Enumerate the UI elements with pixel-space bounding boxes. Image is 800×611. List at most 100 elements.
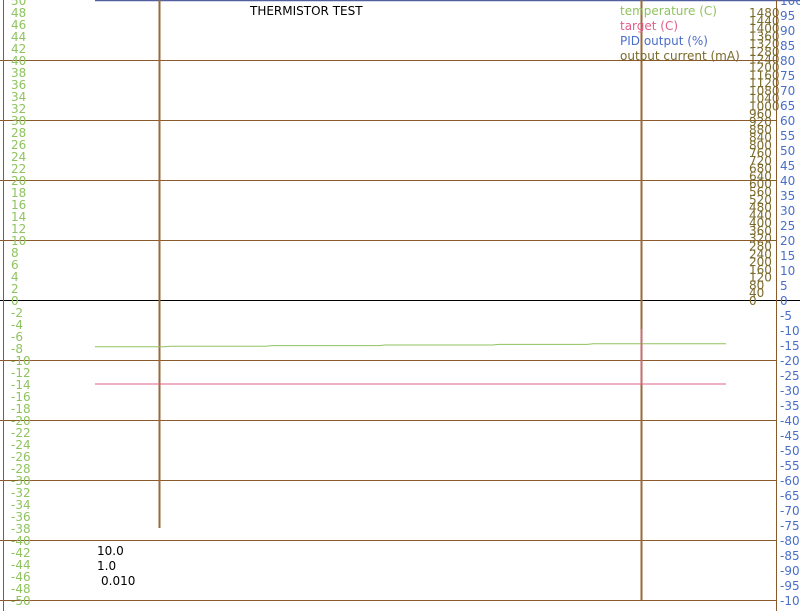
temperature-tick-label: 10 xyxy=(11,234,26,248)
temperature-tick-label: 36 xyxy=(11,78,26,92)
temperature-tick-label: -4 xyxy=(11,318,23,332)
temperature-tick-label: 18 xyxy=(11,186,26,200)
current-tick-label: 1440 xyxy=(749,14,780,28)
current-tick-label: 920 xyxy=(749,115,772,129)
pid-tick-label: 30 xyxy=(780,204,795,218)
pid-tick-label: -90 xyxy=(780,564,800,578)
temperature-tick-label: -2 xyxy=(11,306,23,320)
current-tick-label: 1320 xyxy=(749,37,780,51)
legend-entry: PID output (%) xyxy=(620,34,708,48)
pid-tick-label: 70 xyxy=(780,84,795,98)
temperature-tick-label: 40 xyxy=(11,54,26,68)
pid-tick-label: -55 xyxy=(780,459,800,473)
temperature-tick-label: -36 xyxy=(11,510,31,524)
temperature-tick-label: 2 xyxy=(11,282,19,296)
vertical-marker-layer xyxy=(158,0,643,600)
temperature-tick-label: -34 xyxy=(11,498,31,512)
series-line-temperature xyxy=(95,343,726,348)
pid-tick-label: 40 xyxy=(780,174,795,188)
temperature-tick-label: -22 xyxy=(11,426,31,440)
current-tick-label: 800 xyxy=(749,138,772,152)
current-tick-label: 1120 xyxy=(749,76,780,90)
pid-tick-label: -95 xyxy=(780,579,800,593)
pid-tick-label: -100 xyxy=(780,594,800,608)
pid-tick-label: 45 xyxy=(780,159,795,173)
temperature-tick-label: -42 xyxy=(11,546,31,560)
temperature-tick-label: -18 xyxy=(11,402,31,416)
temperature-tick-label: 0 xyxy=(11,294,19,308)
pid-tick-label: 50 xyxy=(780,144,795,158)
current-tick-label: 240 xyxy=(749,247,772,261)
pid-tick-label: 35 xyxy=(780,189,795,203)
pid-tick-label: 55 xyxy=(780,129,795,143)
current-tick-label: 1160 xyxy=(749,68,780,82)
temperature-tick-label: -30 xyxy=(11,474,31,488)
pid-axis: 1009590858075706560555045403530252015105… xyxy=(780,0,800,608)
current-tick-label: 1360 xyxy=(749,29,780,43)
pid-tick-label: 95 xyxy=(780,9,795,23)
current-tick-label: 1280 xyxy=(749,45,780,59)
pid-tick-label: -35 xyxy=(780,399,800,413)
legend-entry: temperature (C) xyxy=(620,4,717,18)
pid-tick-label: 25 xyxy=(780,219,795,233)
current-tick-label: 1040 xyxy=(749,92,780,106)
overlay-value-i: 1.0 xyxy=(97,559,117,573)
pid-tick-label: 85 xyxy=(780,39,795,53)
pid-tick-label: 10 xyxy=(780,264,795,278)
temperature-tick-label: 34 xyxy=(11,90,26,104)
current-tick-label: 880 xyxy=(749,123,772,137)
current-tick-label: 1080 xyxy=(749,84,780,98)
current-tick-label: 1200 xyxy=(749,60,780,74)
pid-tick-label: -25 xyxy=(780,369,800,383)
temperature-tick-label: -6 xyxy=(11,330,23,344)
current-tick-label: 560 xyxy=(749,185,772,199)
pid-tick-label: 60 xyxy=(780,114,795,128)
current-tick-label: 840 xyxy=(749,131,772,145)
pid-tick-label: -20 xyxy=(780,354,800,368)
temperature-tick-label: -26 xyxy=(11,450,31,464)
temperature-tick-label: -10 xyxy=(11,354,31,368)
current-tick-label: 1000 xyxy=(749,99,780,113)
pid-tick-label: 20 xyxy=(780,234,795,248)
pid-tick-label: 15 xyxy=(780,249,795,263)
pid-tick-label: -5 xyxy=(780,309,792,323)
current-tick-label: 640 xyxy=(749,169,772,183)
pid-tick-label: -30 xyxy=(780,384,800,398)
temperature-tick-label: 28 xyxy=(11,126,26,140)
temperature-tick-label: -24 xyxy=(11,438,31,452)
pid-tick-label: -15 xyxy=(780,339,800,353)
temperature-tick-label: 30 xyxy=(11,114,26,128)
temperature-tick-label: 24 xyxy=(11,150,26,164)
series-layer xyxy=(95,329,726,385)
current-tick-label: 600 xyxy=(749,177,772,191)
legend-entry: output current (mA) xyxy=(620,49,740,63)
overlay-value-p: 10.0 xyxy=(97,544,124,558)
current-tick-label: 1480 xyxy=(749,6,780,20)
temperature-tick-label: -48 xyxy=(11,582,31,596)
pid-tick-label: -70 xyxy=(780,504,800,518)
chart-title: THERMISTOR TEST xyxy=(250,4,363,18)
current-tick-label: 40 xyxy=(749,286,764,300)
temperature-tick-label: 12 xyxy=(11,222,26,236)
pid-tick-label: -40 xyxy=(780,414,800,428)
temperature-tick-label: 32 xyxy=(11,102,26,116)
overlay-value-d: 0.010 xyxy=(101,574,136,588)
pid-tick-label: 65 xyxy=(780,99,795,113)
pid-tick-label: -50 xyxy=(780,444,800,458)
pid-tick-label: -80 xyxy=(780,534,800,548)
temperature-tick-label: -20 xyxy=(11,414,31,428)
pid-tick-label: -45 xyxy=(780,429,800,443)
pid-tick-label: 90 xyxy=(780,24,795,38)
current-tick-label: 120 xyxy=(749,271,772,285)
temperature-tick-label: -38 xyxy=(11,522,31,536)
current-tick-label: 480 xyxy=(749,201,772,215)
temperature-tick-label: -8 xyxy=(11,342,23,356)
temperature-tick-label: -16 xyxy=(11,390,31,404)
temperature-tick-label: 16 xyxy=(11,198,26,212)
temperature-tick-label: 50 xyxy=(11,0,26,8)
current-tick-label: 360 xyxy=(749,224,772,238)
current-tick-label: 80 xyxy=(749,278,764,292)
pid-tick-label: 80 xyxy=(780,54,795,68)
